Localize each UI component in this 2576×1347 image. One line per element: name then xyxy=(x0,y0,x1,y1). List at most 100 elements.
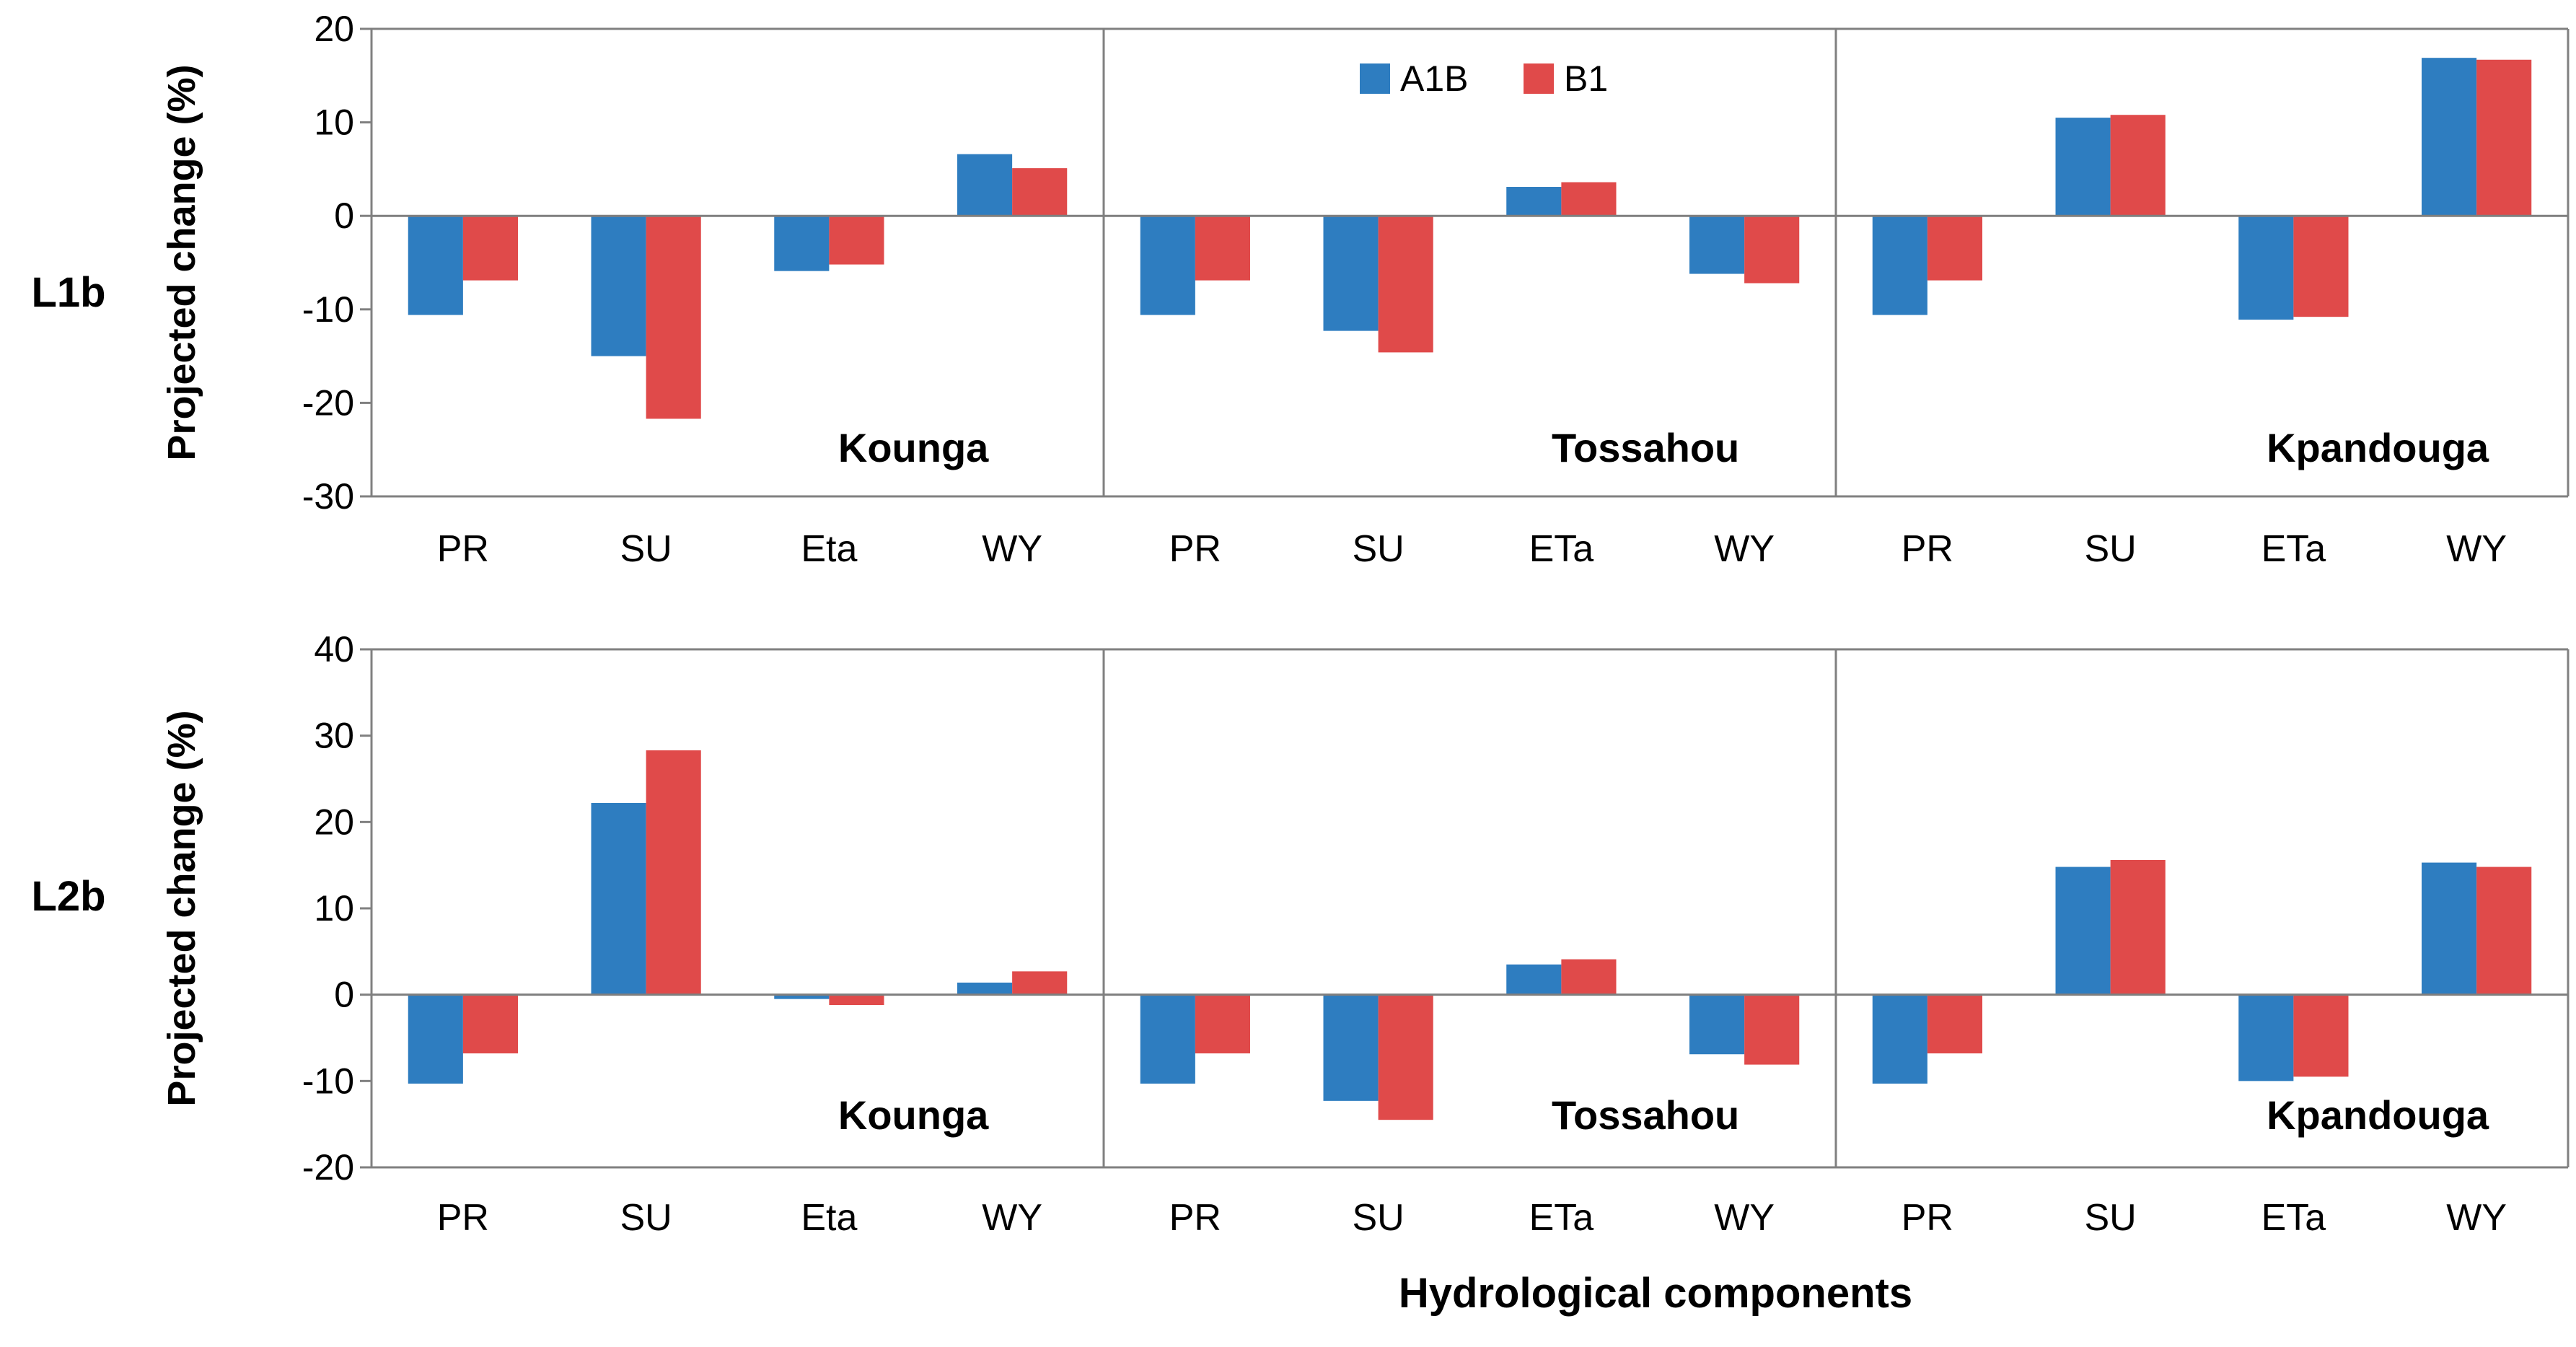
bar-a1b-tossahou-eta xyxy=(1506,964,1562,995)
y-tick-label: -20 xyxy=(302,1147,354,1188)
row-label: L1b xyxy=(31,269,105,316)
bar-a1b-kounga-wy xyxy=(957,154,1013,216)
x-tick-label: SU xyxy=(620,528,672,570)
x-tick-label: PR xyxy=(1169,528,1221,570)
bar-b1-kounga-pr xyxy=(462,216,518,281)
bar-b1-tossahou-wy xyxy=(1744,994,1800,1065)
bar-a1b-kpandouga-eta xyxy=(2238,994,2294,1081)
y-tick-label: -10 xyxy=(302,289,354,330)
bar-b1-kpandouga-pr xyxy=(1927,994,1982,1054)
x-tick-label: ETa xyxy=(2261,528,2326,570)
bar-b1-kpandouga-eta xyxy=(2293,216,2349,317)
bar-b1-tossahou-pr xyxy=(1195,994,1250,1054)
bar-a1b-kounga-su xyxy=(591,803,646,995)
x-tick-label: SU xyxy=(2085,1197,2137,1239)
x-tick-label: WY xyxy=(982,1197,1042,1239)
y-tick-label: 20 xyxy=(314,802,354,842)
y-tick-label: 20 xyxy=(314,9,354,49)
legend-label-a1b: A1B xyxy=(1400,58,1469,99)
bar-a1b-kounga-eta xyxy=(774,994,830,999)
x-tick-label: WY xyxy=(2446,528,2507,570)
bar-a1b-tossahou-su xyxy=(1323,994,1379,1101)
x-tick-label: PR xyxy=(1169,1197,1221,1239)
bar-b1-kounga-wy xyxy=(1012,971,1068,995)
y-tick-label: -30 xyxy=(302,476,354,517)
panel-l2b: 40 30 20 10 0 -10 -20 Projected change (%) L2b PR… xyxy=(31,629,2570,1239)
bar-b1-kounga-wy xyxy=(1012,168,1068,216)
bar-b1-kounga-su xyxy=(646,216,701,419)
y-axis-title: Projected change (%) xyxy=(160,64,203,460)
bar-b1-kounga-eta xyxy=(829,216,884,265)
bar-a1b-kpandouga-su xyxy=(2055,118,2111,216)
y-tick-label: 0 xyxy=(334,196,354,236)
bar-a1b-tossahou-wy xyxy=(1689,994,1745,1055)
x-tick-label: WY xyxy=(1714,528,1775,570)
site-label: Tossahou xyxy=(1552,425,1739,470)
y-tick-label: -20 xyxy=(302,382,354,423)
x-tick-label: WY xyxy=(982,528,1042,570)
y-tick-label: 0 xyxy=(334,975,354,1015)
bar-a1b-kpandouga-eta xyxy=(2238,216,2294,320)
bar-a1b-kpandouga-su xyxy=(2055,866,2111,995)
bar-b1-kounga-su xyxy=(646,750,701,995)
site-label: Tossahou xyxy=(1552,1092,1739,1138)
legend-swatch-b1 xyxy=(1524,63,1554,94)
x-axis-title: Hydrological components xyxy=(1399,1270,1912,1317)
bar-a1b-kounga-eta xyxy=(774,216,830,271)
bar-a1b-kounga-su xyxy=(591,216,646,356)
legend-swatch-a1b xyxy=(1360,63,1390,94)
bar-a1b-tossahou-pr xyxy=(1140,994,1195,1084)
bar-a1b-kpandouga-pr xyxy=(1872,994,1927,1084)
site-label: Kounga xyxy=(838,1092,989,1138)
y-tick-label: 10 xyxy=(314,888,354,929)
bar-b1-kpandouga-su xyxy=(2110,115,2166,216)
x-tick-label: SU xyxy=(620,1197,672,1239)
bar-b1-kpandouga-su xyxy=(2110,859,2166,995)
bar-a1b-kounga-pr xyxy=(408,216,463,315)
bar-a1b-tossahou-su xyxy=(1323,216,1379,331)
x-tick-label: Eta xyxy=(801,528,857,570)
x-tick-label: PR xyxy=(437,528,489,570)
bar-a1b-tossahou-eta xyxy=(1506,187,1562,216)
bar-b1-kpandouga-eta xyxy=(2293,994,2349,1077)
bar-a1b-kpandouga-pr xyxy=(1872,216,1927,315)
bar-a1b-kounga-wy xyxy=(957,982,1013,995)
bar-b1-kounga-pr xyxy=(462,994,518,1054)
x-tick-label: ETa xyxy=(1529,528,1594,570)
x-tick-label: PR xyxy=(1902,1197,1953,1239)
y-tick-label: 30 xyxy=(314,716,354,756)
legend: A1B B1 xyxy=(1360,58,1608,99)
panel-l1b: 20 10 0 -10 -20 -30 Projected change (%) L1b PR S… xyxy=(31,9,2570,570)
bar-a1b-tossahou-pr xyxy=(1140,216,1195,315)
bar-b1-tossahou-su xyxy=(1378,994,1433,1120)
x-tick-label: WY xyxy=(1714,1197,1775,1239)
site-label: Kpandouga xyxy=(2267,1092,2489,1138)
bar-a1b-kounga-pr xyxy=(408,994,463,1084)
bar-b1-kpandouga-pr xyxy=(1927,216,1982,281)
legend-label-b1: B1 xyxy=(1564,58,1608,99)
bar-b1-tossahou-eta xyxy=(1561,959,1617,995)
bar-a1b-kpandouga-wy xyxy=(2422,862,2477,995)
y-tick-label: -10 xyxy=(302,1061,354,1101)
x-tick-label: ETa xyxy=(2261,1197,2326,1239)
bar-b1-kounga-eta xyxy=(829,994,884,1006)
row-label: L2b xyxy=(31,873,105,920)
x-tick-label: PR xyxy=(437,1197,489,1239)
y-tick-label: 10 xyxy=(314,102,354,143)
x-tick-label: SU xyxy=(1353,528,1405,570)
x-tick-label: WY xyxy=(2446,1197,2507,1239)
x-tick-label: PR xyxy=(1902,528,1953,570)
x-tick-label: SU xyxy=(2085,528,2137,570)
x-tick-label: SU xyxy=(1353,1197,1405,1239)
site-label: Kpandouga xyxy=(2267,425,2489,470)
y-tick-label: 40 xyxy=(314,629,354,670)
site-label: Kounga xyxy=(838,425,989,470)
bar-b1-tossahou-su xyxy=(1378,216,1433,353)
bar-b1-tossahou-wy xyxy=(1744,216,1800,284)
bar-a1b-kpandouga-wy xyxy=(2422,58,2477,216)
bar-b1-tossahou-pr xyxy=(1195,216,1250,281)
y-axis-title: Projected change (%) xyxy=(160,710,203,1106)
